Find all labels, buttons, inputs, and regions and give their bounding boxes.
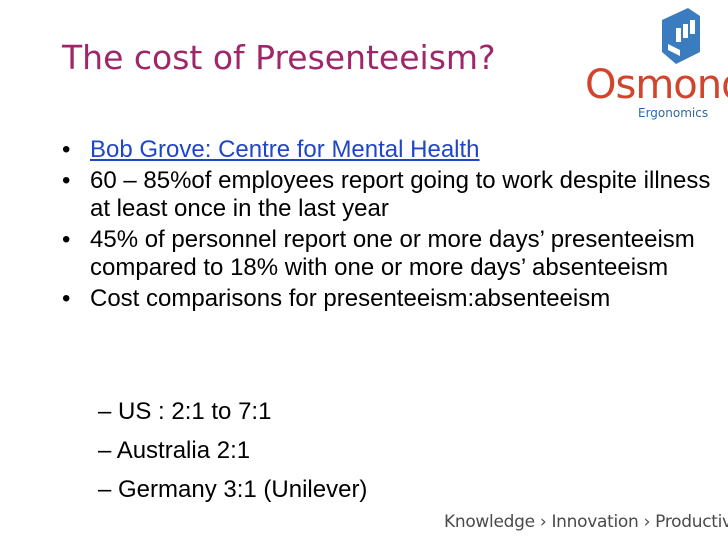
logo-name: Osmond xyxy=(585,62,728,108)
osmond-logo-mark-icon xyxy=(662,8,700,64)
bullet-text: Cost comparisons for presenteeism:absent… xyxy=(90,285,611,312)
bullet-list: • Bob Grove: Centre for Mental Health • … xyxy=(62,136,722,316)
bullet-dot: • xyxy=(62,285,71,312)
bullet-item: • Bob Grove: Centre for Mental Health xyxy=(62,136,722,164)
bullet-item: • 60 – 85%of employees report going to w… xyxy=(62,167,722,223)
bullet-text: 60 – 85%of employees report going to wor… xyxy=(90,167,711,222)
bullet-item: • 45% of personnel report one or more da… xyxy=(62,226,722,282)
sub-bullet-item: – Germany 3:1 (Unilever) xyxy=(98,476,368,503)
sub-bullet-item: – US : 2:1 to 7:1 xyxy=(98,398,272,425)
bullet-item: • Cost comparisons for presenteeism:abse… xyxy=(62,285,722,313)
footer-tagline: Knowledge › Innovation › Productivity xyxy=(444,512,728,532)
bullet-dot: • xyxy=(62,136,71,163)
sub-bullet-item: – Australia 2:1 xyxy=(98,437,251,464)
bullet-text: 45% of personnel report one or more days… xyxy=(90,226,695,281)
logo-subtitle: Ergonomics xyxy=(638,106,709,120)
bullet-dot: • xyxy=(62,226,71,253)
sub-bullet-list: – US : 2:1 to 7:1 – Australia 2:1 – Germ… xyxy=(98,398,367,515)
bullet-dot: • xyxy=(62,167,71,194)
bullet-link[interactable]: Bob Grove: Centre for Mental Health xyxy=(90,136,480,163)
slide-title: The cost of Presenteeism? xyxy=(62,38,496,77)
